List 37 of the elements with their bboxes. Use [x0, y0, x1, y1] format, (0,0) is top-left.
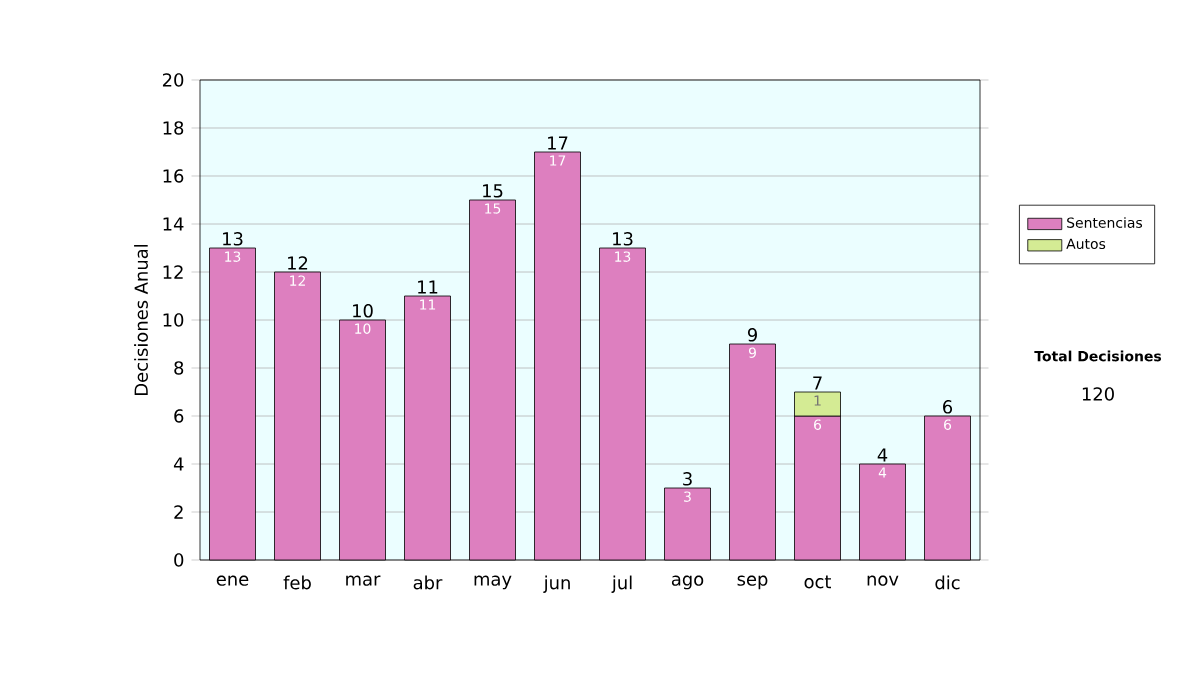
x-tick-label: sep [737, 575, 768, 590]
y-tick-label: 20 [162, 73, 184, 87]
x-tick-label: jul [611, 575, 632, 593]
y-tick-label: 16 [163, 169, 184, 183]
x-tick-label: ene [216, 575, 249, 586]
total-label: 13 [613, 232, 633, 246]
total-label: 4 [877, 448, 888, 462]
total-label: 6 [943, 400, 953, 414]
y-tick-label: 18 [163, 121, 184, 135]
y-tick-label: 12 [163, 265, 183, 279]
y-tick-label: 6 [174, 409, 184, 423]
total-label: 3 [683, 472, 692, 486]
x-tick-label: abr [413, 575, 443, 590]
x-tick-label: may [474, 575, 512, 590]
y-tick-label: 4 [173, 457, 184, 471]
x-tick-label: mar [346, 575, 381, 586]
y-tick-label: 0 [174, 553, 184, 567]
total-label: 10 [353, 304, 373, 318]
total-label: 17 [548, 136, 568, 150]
y-tick-label: 10 [163, 313, 184, 327]
y-tick-label: 14 [163, 217, 184, 231]
x-tick-label: feb [283, 575, 311, 590]
text: 120 [1082, 387, 1114, 401]
x-tick-label: ago [671, 575, 704, 590]
x-tick-label: oct [804, 575, 832, 589]
y-tick-label: 2 [174, 505, 183, 519]
y-tick-label: 8 [174, 361, 184, 375]
y-axis-title: Decisiones Anual [134, 244, 148, 395]
total-label: 9 [747, 328, 757, 342]
total-label: 11 [418, 280, 438, 294]
total-label: 15 [483, 184, 503, 198]
total-label: 13 [223, 232, 243, 246]
x-tick-label: jun [543, 575, 570, 593]
total-label: 7 [813, 376, 822, 390]
x-tick-label: dic [935, 575, 960, 590]
x-tick-label: nov [867, 575, 899, 586]
total-label: 12 [288, 256, 308, 270]
